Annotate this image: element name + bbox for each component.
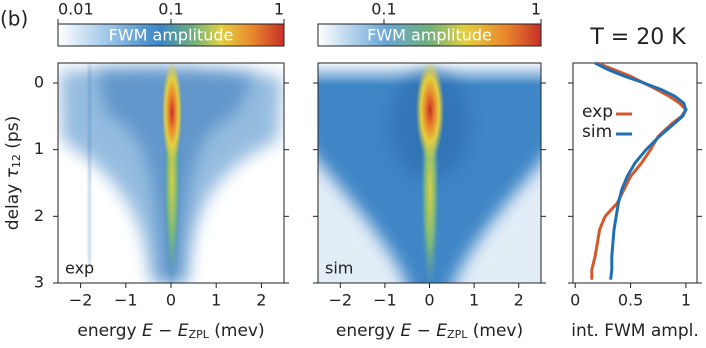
x-axis-label: int. FWM ampl. — [571, 321, 699, 341]
axis-label-part: E − E — [401, 321, 448, 341]
x-tick-label: −2 — [329, 291, 353, 310]
axis-label-part: τ — [3, 167, 23, 178]
axis-label: energy E − EZPL (mev) — [77, 321, 264, 341]
x-tick-label: 2 — [256, 291, 266, 310]
x-tick-label: 0 — [166, 291, 176, 310]
axis-label-part: delay — [3, 184, 23, 230]
colorbar — [58, 24, 284, 46]
y-tick-label: 1 — [34, 139, 44, 158]
axis-label-part: (mev) — [473, 321, 523, 341]
x-tick-label: 0 — [570, 291, 580, 310]
axis-label-part: ZPL — [447, 328, 468, 341]
heatmap-image — [58, 63, 284, 283]
colorbar-tick-label: 1 — [274, 0, 284, 19]
x-tick-label: 0.5 — [618, 291, 643, 310]
legend-label: sim — [582, 122, 612, 142]
x-tick-label: 0 — [424, 291, 434, 310]
x-tick-label: −2 — [69, 291, 93, 310]
line-series — [594, 61, 688, 280]
y-tick-label: 0 — [34, 73, 44, 92]
plot-frame — [572, 62, 698, 284]
axis-label: energy E − EZPL (mev) — [336, 321, 523, 341]
x-tick-label: 1 — [681, 291, 691, 310]
colorbar-tick-label: 0.01 — [58, 0, 94, 19]
legend-label: exp — [582, 102, 613, 122]
chart-title: T = 20 K — [589, 25, 686, 50]
axis-label-part: ZPL — [189, 328, 210, 341]
axis-label-part: (mev) — [214, 321, 264, 341]
colorbar-label: FWM amplitude — [109, 26, 234, 45]
axis-label-part: (ps) — [3, 116, 23, 149]
colorbar-tick-label: 0.1 — [158, 0, 183, 19]
axis-label-part: E − E — [142, 321, 189, 341]
heatmap-image — [318, 63, 541, 283]
axis-label: delay τ12 (ps) — [3, 116, 23, 230]
y-tick-label: 2 — [34, 206, 44, 225]
x-tick-label: 2 — [514, 291, 524, 310]
y-tick-label: 3 — [34, 273, 44, 292]
panel-label: (b) — [0, 7, 28, 31]
panel-tag: exp — [65, 259, 94, 278]
colorbar — [318, 24, 541, 46]
x-tick-label: −1 — [373, 291, 397, 310]
axis-label-part: energy — [77, 321, 136, 341]
colorbar-tick-label: 0.1 — [371, 0, 396, 19]
x-tick-label: −1 — [114, 291, 138, 310]
x-tick-label: 1 — [211, 291, 221, 310]
colorbar-label: FWM amplitude — [367, 26, 492, 45]
axis-label-part: energy — [336, 321, 395, 341]
colorbar-tick-label: 1 — [531, 0, 541, 19]
axis-label-part: 12 — [10, 154, 23, 168]
panel-tag: sim — [325, 259, 353, 278]
x-tick-label: 1 — [469, 291, 479, 310]
colorbar-frame — [317, 23, 542, 47]
